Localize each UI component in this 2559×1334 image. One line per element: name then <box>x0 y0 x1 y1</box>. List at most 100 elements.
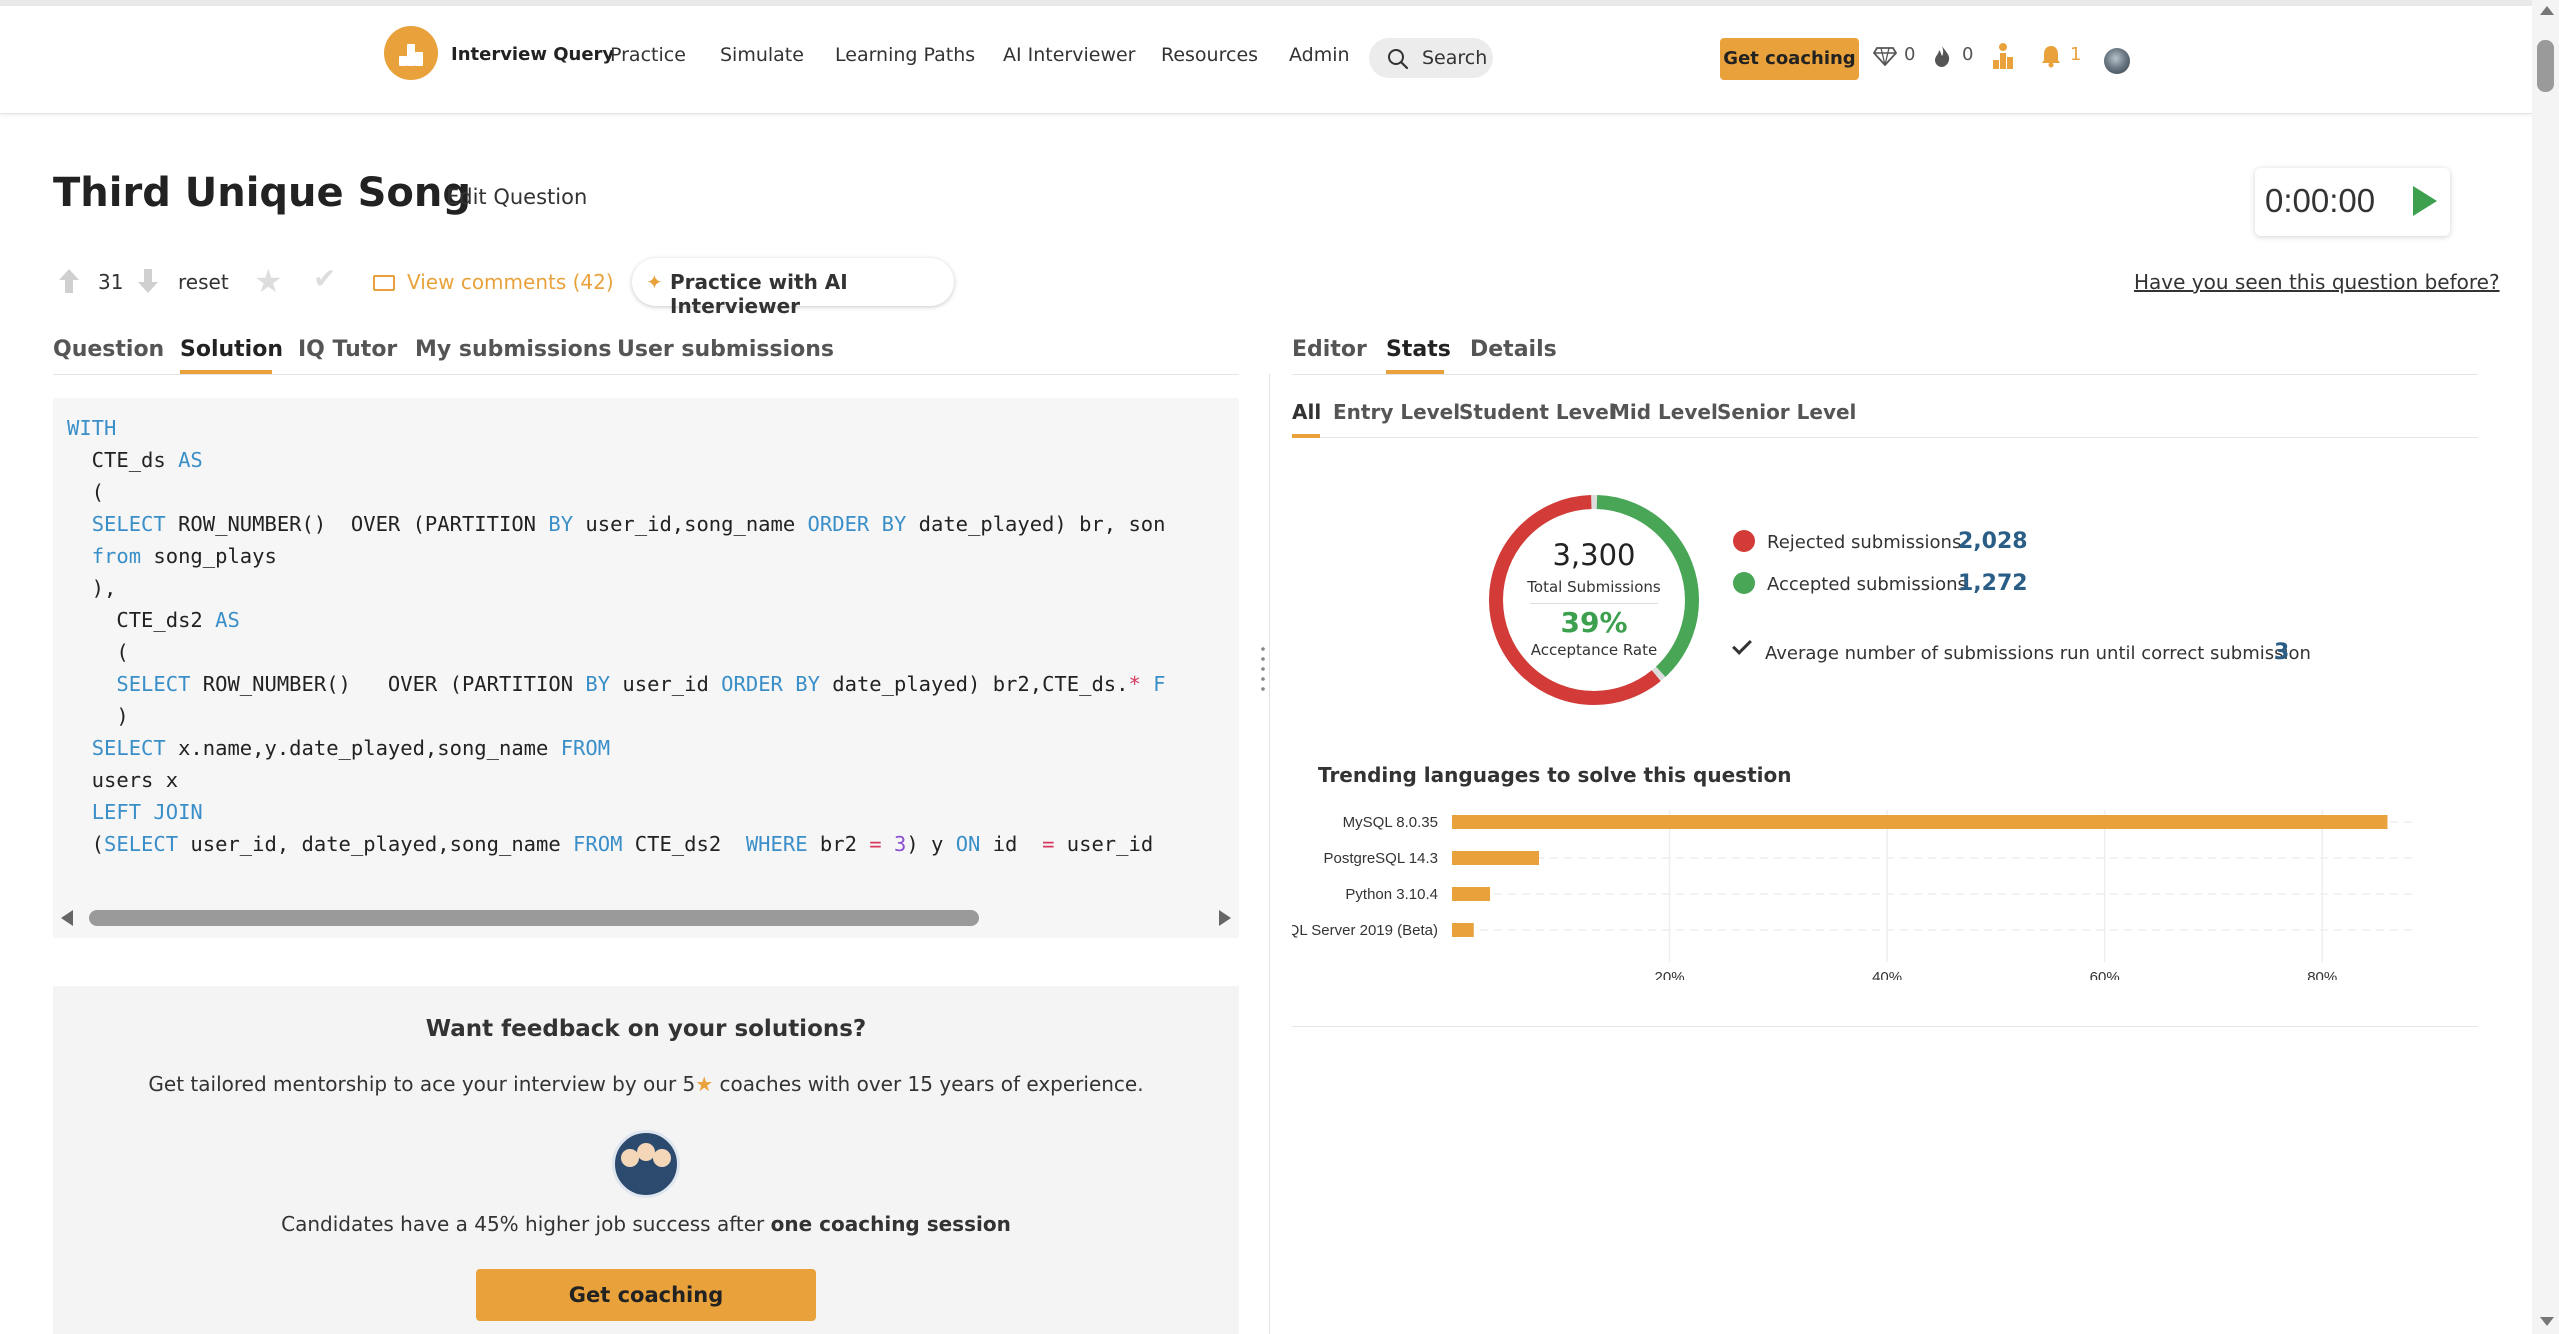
code-line: ( <box>67 480 105 504</box>
bell-icon[interactable] <box>2040 44 2062 68</box>
accepted-legend-dot <box>1733 572 1755 594</box>
promo-candidates-text: Candidates have a 45% higher job success… <box>53 1212 1239 1236</box>
category-label: PostgreSQL 14.3 <box>1323 850 1438 867</box>
x-tick-label: 80% <box>2307 969 2337 980</box>
category-label: Python 3.10.4 <box>1345 886 1438 903</box>
view-comments-link[interactable]: View comments (42) <box>373 270 614 294</box>
search-label: Search <box>1422 47 1488 69</box>
brand-name[interactable]: Interview Query <box>451 44 615 65</box>
code-line: CTE_ds2 AS <box>67 608 240 632</box>
category-label: MySQL 8.0.35 <box>1343 814 1438 831</box>
seen-question-link[interactable]: Have you seen this question before? <box>2134 270 2500 294</box>
code-line: ) <box>67 704 129 728</box>
code-horizontal-scrollbar[interactable] <box>53 906 1239 930</box>
code-line: WITH <box>67 416 117 440</box>
donut-separator <box>1530 603 1658 604</box>
code-line: SELECT ROW_NUMBER() OVER (PARTITION BY u… <box>116 672 1166 696</box>
level-mid[interactable]: Mid Level <box>1610 400 1718 424</box>
favorite-star-icon[interactable]: ★ <box>254 262 283 300</box>
avg-submissions-label: Average number of submissions run until … <box>1765 643 2311 664</box>
scroll-left-icon[interactable] <box>61 910 73 926</box>
gem-icon[interactable] <box>1873 46 1897 66</box>
panel-splitter[interactable] <box>1256 374 1270 1334</box>
tab-details[interactable]: Details <box>1470 337 1557 362</box>
bar <box>1452 887 1491 901</box>
star-icon: ★ <box>695 1072 714 1096</box>
level-entry[interactable]: Entry Level <box>1333 400 1461 424</box>
tab-iq-tutor[interactable]: IQ Tutor <box>298 337 398 362</box>
logo-icon[interactable] <box>384 26 438 80</box>
submissions-donut-chart <box>1489 495 1699 705</box>
code-line: ), <box>67 576 117 600</box>
tab-user-submissions[interactable]: User submissions <box>617 337 834 362</box>
nav-simulate[interactable]: Simulate <box>720 44 804 66</box>
reset-link[interactable]: reset <box>178 270 229 294</box>
tab-solution[interactable]: Solution <box>180 337 283 362</box>
rejected-legend-label: Rejected submissions <box>1767 532 1962 553</box>
code-line: ( <box>67 640 129 664</box>
promo-subtitle: Get tailored mentorship to ace your inte… <box>53 1072 1239 1096</box>
play-icon[interactable] <box>2413 186 2437 216</box>
nav-ai-interviewer[interactable]: AI Interviewer <box>1003 44 1136 66</box>
promo-get-coaching-button[interactable]: Get coaching <box>476 1269 816 1321</box>
drag-handle-icon[interactable] <box>1261 644 1265 696</box>
nav-learning-paths[interactable]: Learning Paths <box>835 44 976 66</box>
nav-practice[interactable]: Practice <box>610 44 686 66</box>
page-scrollbar[interactable] <box>2532 0 2559 1334</box>
vote-count: 31 <box>98 270 124 294</box>
mark-complete-check-icon[interactable]: ✔ <box>313 262 337 295</box>
nav-resources[interactable]: Resources <box>1161 44 1259 66</box>
tab-my-submissions[interactable]: My submissions <box>415 337 612 362</box>
category-label: SQL Server 2019 (Beta) <box>1292 922 1438 939</box>
rejected-arc <box>1489 495 1699 705</box>
coaches-icon <box>612 1130 680 1198</box>
upvote-icon[interactable] <box>58 268 80 294</box>
solution-code-block: WITH CTE_ds AS ( SELECT ROW_NUMBER() OVE… <box>53 398 1239 938</box>
rejected-legend-dot <box>1733 530 1755 552</box>
user-avatar[interactable] <box>2104 48 2130 74</box>
promo-candidates-bold: one coaching session <box>770 1212 1011 1236</box>
scroll-right-icon[interactable] <box>1219 910 1231 926</box>
total-submissions-value: 3,300 <box>1552 538 1636 572</box>
downvote-icon[interactable] <box>137 268 159 294</box>
code-text[interactable]: WITH CTE_ds AS ( SELECT ROW_NUMBER() OVE… <box>67 412 1227 882</box>
scroll-up-icon[interactable] <box>2540 6 2554 15</box>
x-tick-label: 40% <box>1872 969 1902 980</box>
level-all[interactable]: All <box>1292 400 1322 424</box>
promo-title: Want feedback on your solutions? <box>425 1016 867 1042</box>
tab-editor[interactable]: Editor <box>1292 337 1367 362</box>
scrollbar-thumb[interactable] <box>2537 40 2554 92</box>
level-student[interactable]: Student Level <box>1459 400 1616 424</box>
nav-admin[interactable]: Admin <box>1289 44 1350 66</box>
scroll-down-icon[interactable] <box>2540 1317 2554 1326</box>
notification-count: 1 <box>2070 44 2082 65</box>
bar <box>1452 923 1474 937</box>
streak-count: 0 <box>1962 44 1974 65</box>
gem-count: 0 <box>1904 44 1916 65</box>
accepted-count: 1,272 <box>1958 571 2028 596</box>
get-coaching-button[interactable]: Get coaching <box>1720 38 1859 80</box>
promo-subtitle-start: Get tailored mentorship to ace your inte… <box>148 1072 696 1096</box>
tab-stats[interactable]: Stats <box>1386 337 1451 362</box>
promo-candidates-start: Candidates have a 45% higher job success… <box>281 1212 771 1236</box>
ai-button-label: Practice with AI Interviewer <box>670 270 848 318</box>
x-tick-label: 60% <box>2090 969 2120 980</box>
code-scrollbar-thumb[interactable] <box>89 910 979 926</box>
tab-question[interactable]: Question <box>53 337 165 362</box>
practice-ai-interviewer-button[interactable]: ✦ Practice with AI Interviewer <box>632 258 954 318</box>
code-line: SELECT x.name,y.date_played,song_name FR… <box>91 736 611 760</box>
sparkle-icon: ✦ <box>646 270 663 294</box>
question-title: Third Unique Song <box>53 170 471 216</box>
search-icon <box>1388 49 1409 70</box>
promo-subtitle-end: coaches with over 15 years of experience… <box>713 1072 1144 1096</box>
search-button[interactable]: Search <box>1369 38 1493 78</box>
leaderboard-icon[interactable] <box>1992 42 2014 70</box>
code-line: CTE_ds AS <box>67 448 203 472</box>
bar <box>1452 851 1540 865</box>
streak-flame-icon[interactable] <box>1932 44 1952 68</box>
acceptance-rate-value: 39% <box>1560 606 1628 639</box>
code-line: LEFT JOIN <box>91 800 203 824</box>
level-senior[interactable]: Senior Level <box>1717 400 1857 424</box>
edit-question-link[interactable]: Edit Question <box>446 185 588 209</box>
code-line: users x <box>67 768 179 792</box>
